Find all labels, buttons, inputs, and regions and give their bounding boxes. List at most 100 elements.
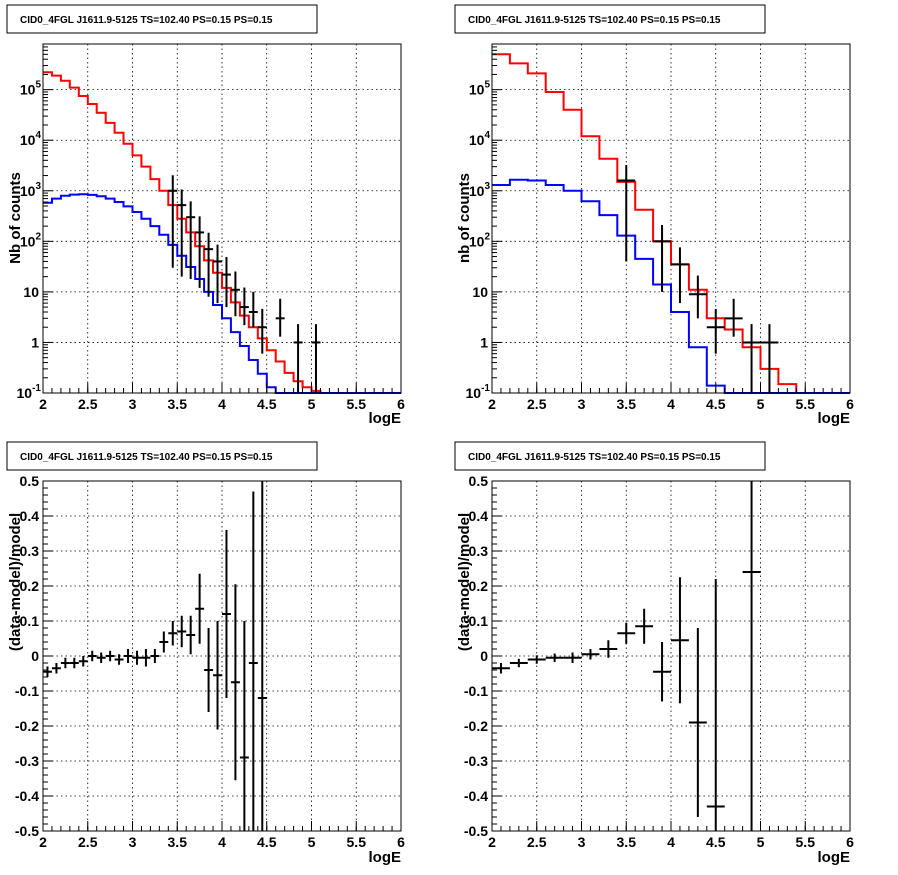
x-tick-label: 2 <box>488 834 496 850</box>
data-point <box>168 175 178 268</box>
data-point <box>230 584 240 781</box>
panel-title-box <box>6 4 318 34</box>
panel-title: CID0_4FGL J1611.9-5125 TS=102.40 PS=0.15… <box>468 15 721 26</box>
data-points <box>492 481 761 831</box>
y-tick-label: -0.5 <box>15 823 39 839</box>
x-axis-label: logE <box>818 410 851 427</box>
x-tick-label: 5.5 <box>347 396 367 412</box>
data-point <box>688 275 707 319</box>
panel-title-box <box>454 4 766 34</box>
x-tick-label: 2 <box>39 834 47 850</box>
x-tick-label: 3.5 <box>617 834 637 850</box>
data-point <box>78 656 88 667</box>
data-point <box>186 201 196 279</box>
data-point <box>195 216 205 288</box>
x-tick-label: 4.5 <box>706 834 726 850</box>
data-point <box>168 621 178 646</box>
data-point <box>195 573 205 644</box>
data-point <box>141 649 151 667</box>
x-tick-label: 2.5 <box>78 396 98 412</box>
data-point <box>150 649 160 663</box>
x-tick-label: 3.5 <box>168 396 188 412</box>
data-point <box>257 481 267 831</box>
x-tick-label: 6 <box>846 396 854 412</box>
y-tick-label: 1 <box>31 334 39 350</box>
y-tick-label: 0.4 <box>20 508 40 524</box>
x-axis-ticks: 2 2.5 3 3.5 4 4.5 5 5.5 6 <box>488 821 854 850</box>
x-axis-ticks: 2 2.5 3 3.5 4 4.5 5 5.5 6 <box>488 383 854 412</box>
data-points <box>617 164 779 393</box>
y-tick-label: 0.4 <box>469 508 489 524</box>
y-tick-label: 0 <box>31 648 39 664</box>
y-tick-label: -0.3 <box>464 753 488 769</box>
data-point <box>204 628 214 712</box>
y-tick-label: -0.3 <box>15 753 39 769</box>
data-point <box>581 649 600 660</box>
y-tick-label: 1 <box>480 334 488 350</box>
y-tick-label: 0 <box>480 648 488 664</box>
data-point <box>617 164 636 262</box>
x-tick-label: 4 <box>218 396 226 412</box>
data-point <box>123 649 133 663</box>
x-axis-label: logE <box>369 410 402 427</box>
y-tick-label: -0.2 <box>15 718 39 734</box>
y-tick-label: 0.1 <box>469 613 489 629</box>
data-point <box>213 244 222 304</box>
data-point <box>222 256 231 308</box>
data-point <box>492 663 510 674</box>
data-point <box>545 653 564 662</box>
y-axis-label: (data-model)/model <box>456 513 473 651</box>
data-point <box>671 577 689 704</box>
x-tick-label: 3 <box>129 834 137 850</box>
data-points <box>43 481 267 831</box>
data-point <box>724 298 743 337</box>
x-axis-ticks: 2 2.5 3 3.5 4 4.5 5 5.5 6 <box>39 383 405 412</box>
y-tick-label: -0.5 <box>464 823 488 839</box>
x-tick-label: 2 <box>39 396 47 412</box>
x-tick-label: 3 <box>578 834 586 850</box>
data-point <box>105 650 115 662</box>
panel-residuals-left: CID0_4FGL J1611.9-5125 TS=102.40 PS=0.15… <box>6 441 405 866</box>
x-tick-label: 4.5 <box>706 396 726 412</box>
y-tick-label: -0.2 <box>464 718 488 734</box>
x-tick-label: 4 <box>667 396 675 412</box>
y-tick-label: -0.1 <box>464 683 488 699</box>
x-tick-label: 3.5 <box>168 834 188 850</box>
x-tick-label: 2.5 <box>527 396 547 412</box>
data-point <box>293 324 303 393</box>
data-point <box>509 658 528 668</box>
y-tick-label: -0.4 <box>15 788 39 804</box>
y-axis-label: Nb of counts <box>7 172 24 264</box>
grid-lines <box>492 44 850 393</box>
x-tick-label: 5 <box>308 396 316 412</box>
panel-residuals-right: CID0_4FGL J1611.9-5125 TS=102.40 PS=0.15… <box>454 441 854 866</box>
x-tick-label: 4.5 <box>257 396 277 412</box>
grid-lines <box>43 481 401 831</box>
panel-title-box <box>6 441 318 471</box>
data-point <box>159 631 169 653</box>
data-point <box>706 308 725 354</box>
x-tick-label: 5.5 <box>796 834 816 850</box>
data-point <box>87 650 97 662</box>
data-point <box>213 621 222 730</box>
panel-title: CID0_4FGL J1611.9-5125 TS=102.40 PS=0.15… <box>20 452 273 463</box>
y-tick-label: 10 <box>472 284 488 300</box>
data-point <box>69 657 79 669</box>
data-point <box>51 663 61 674</box>
data-point <box>257 308 267 354</box>
x-tick-label: 2.5 <box>78 834 98 850</box>
x-axis-label: logE <box>369 849 402 866</box>
x-tick-label: 4.5 <box>257 834 277 850</box>
data-point <box>248 491 258 831</box>
y-axis-ticks: -0.5 -0.4 -0.3 -0.2 -0.1 0 0.1 0.2 0.3 0.4 0.5 <box>15 473 53 839</box>
data-point <box>239 287 249 326</box>
data-point <box>671 247 689 304</box>
x-tick-label: 5 <box>308 834 316 850</box>
y-tick-label: -0.1 <box>15 683 39 699</box>
data-point <box>617 622 636 644</box>
x-tick-label: 3 <box>578 396 586 412</box>
data-point <box>177 615 187 648</box>
data-point <box>132 650 142 665</box>
